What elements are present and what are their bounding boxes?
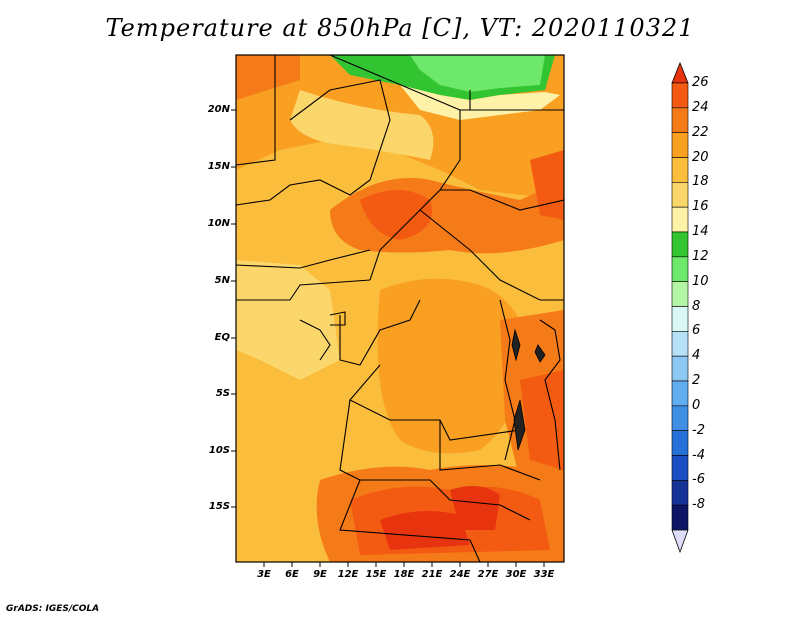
colorbar-label: -8 (692, 497, 705, 513)
lon-label-30e: 30E (505, 569, 527, 580)
colorbar-swatch (671, 331, 689, 357)
lon-label-18e: 18E (393, 569, 415, 580)
colorbar-label: 20 (692, 149, 709, 165)
colorbar (671, 61, 689, 554)
colorbar-label: 10 (692, 273, 709, 289)
lon-label-21e: 21E (421, 569, 443, 580)
colorbar-swatch (671, 281, 689, 307)
lon-label-3e: 3E (257, 569, 271, 580)
colorbar-swatch (671, 355, 689, 382)
colorbar-label: 0 (692, 397, 701, 413)
colorbar-label: -2 (692, 422, 705, 438)
colorbar-swatch (671, 256, 689, 282)
colorbar-swatches (671, 82, 689, 531)
colorbar-swatch (671, 182, 689, 208)
colorbar-label: -4 (692, 447, 705, 463)
colorbar-label: 26 (692, 75, 709, 90)
colorbar-label: 6 (692, 323, 701, 339)
lat-label-5n: 5N (214, 275, 230, 286)
latitude-ticks (231, 109, 236, 508)
colorbar-label: 4 (692, 348, 701, 364)
colorbar-label: 8 (692, 298, 701, 314)
chart-title: Temperature at 850hPa [C], VT: 202011032… (105, 14, 695, 42)
lon-label-9e: 9E (313, 569, 327, 580)
colorbar-swatch (671, 206, 689, 233)
colorbar-label: 24 (692, 99, 709, 115)
lon-label-12e: 12E (337, 569, 359, 580)
colorbar-swatch (671, 157, 689, 183)
lat-label-15n: 15N (207, 161, 230, 172)
lon-label-27e: 27E (477, 569, 499, 580)
lon-label-15e: 15E (365, 569, 387, 580)
colorbar-bottom-triangle (671, 529, 689, 554)
colorbar-swatch (671, 430, 689, 456)
lat-label-eq: EQ (214, 332, 230, 343)
colorbar-label: 2 (692, 373, 701, 388)
colorbar-label: 14 (692, 224, 709, 239)
colorbar-swatch (671, 380, 689, 407)
colorbar-top-triangle (671, 61, 689, 84)
credit-text: GrADS: IGES/COLA (6, 604, 100, 614)
colorbar-swatch (671, 132, 689, 158)
colorbar-swatch (671, 107, 689, 133)
colorbar-swatch (671, 405, 689, 431)
longitude-ticks (263, 562, 545, 567)
lakes (511, 328, 546, 451)
map-frame (235, 54, 565, 563)
lon-label-24e: 24E (449, 569, 471, 580)
colorbar-label: 18 (692, 174, 709, 190)
lon-label-6e: 6E (285, 569, 299, 580)
lat-label-5s: 5S (215, 388, 230, 399)
colorbar-label: 12 (692, 248, 709, 264)
colorbar-swatch (671, 480, 689, 506)
lat-label-15s: 15S (208, 501, 230, 512)
colorbar-label: -6 (692, 472, 705, 488)
country-borders (236, 55, 564, 562)
colorbar-swatch (671, 306, 689, 332)
colorbar-label: 22 (692, 124, 709, 140)
lat-label-20n: 20N (207, 104, 230, 115)
colorbar-swatch (671, 455, 689, 481)
colorbar-label: 16 (692, 199, 709, 215)
colorbar-swatch (671, 504, 689, 531)
colorbar-swatch (671, 82, 689, 109)
lat-label-10s: 10S (208, 445, 230, 456)
colorbar-swatch (671, 231, 689, 258)
lon-label-33e: 33E (533, 569, 555, 580)
temperature-field (236, 55, 564, 562)
lat-label-10n: 10N (207, 218, 230, 229)
